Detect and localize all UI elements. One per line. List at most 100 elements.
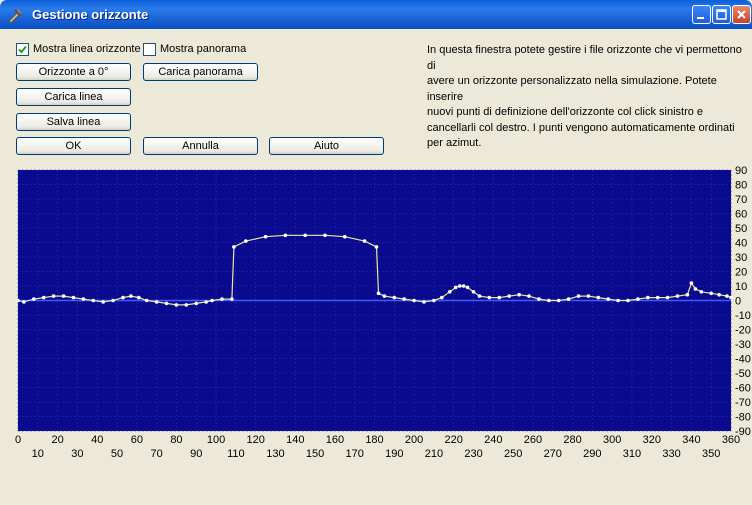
- horizon-point[interactable]: [606, 297, 610, 301]
- horizon-point[interactable]: [263, 234, 268, 239]
- horizon-point[interactable]: [41, 295, 46, 300]
- load-line-button[interactable]: Carica linea: [16, 88, 131, 106]
- horizon-point[interactable]: [432, 298, 436, 303]
- x-tick-label: 130: [266, 448, 284, 460]
- horizon-point[interactable]: [527, 294, 531, 298]
- horizon-point[interactable]: [154, 300, 159, 304]
- x-tick-label: 110: [227, 448, 245, 460]
- checkbox-box[interactable]: [143, 43, 156, 56]
- horizon-point[interactable]: [220, 297, 224, 301]
- horizon-point[interactable]: [412, 298, 416, 303]
- x-tick-label: 140: [286, 434, 304, 446]
- horizon-point[interactable]: [729, 295, 733, 300]
- horizon-point[interactable]: [655, 295, 660, 300]
- checkmark-icon: [18, 45, 27, 54]
- horizon-point[interactable]: [232, 245, 236, 249]
- horizon-point[interactable]: [685, 292, 690, 297]
- x-tick-label: 50: [111, 448, 123, 460]
- horizon-point[interactable]: [457, 284, 462, 288]
- horizon-point[interactable]: [244, 239, 248, 243]
- cancel-button[interactable]: Annulla: [143, 137, 258, 155]
- horizon-point[interactable]: [91, 298, 96, 303]
- horizon-point[interactable]: [693, 287, 698, 291]
- horizon-point[interactable]: [32, 297, 36, 301]
- horizon-point[interactable]: [626, 298, 630, 303]
- horizon-point[interactable]: [665, 295, 670, 300]
- horizon-point[interactable]: [422, 300, 426, 304]
- title-bar[interactable]: Gestione orizzonte: [0, 0, 752, 29]
- horizon-point[interactable]: [461, 284, 466, 288]
- description-text: In questa finestra potete gestire i file…: [427, 43, 745, 152]
- maximize-button[interactable]: [712, 5, 731, 24]
- minimize-button[interactable]: [692, 5, 711, 24]
- horizon-point[interactable]: [709, 291, 713, 296]
- horizon-point[interactable]: [101, 300, 105, 304]
- horizon-point[interactable]: [184, 303, 189, 307]
- horizon-point[interactable]: [487, 295, 492, 300]
- x-tick-label: 170: [346, 448, 364, 460]
- horizon-point[interactable]: [440, 295, 444, 300]
- horizon-point[interactable]: [283, 233, 288, 238]
- horizon-point[interactable]: [465, 285, 470, 290]
- horizon-point[interactable]: [204, 300, 208, 304]
- load-panorama-button[interactable]: Carica panorama: [143, 63, 258, 81]
- horizon-point[interactable]: [81, 297, 86, 301]
- ok-button[interactable]: OK: [16, 137, 131, 155]
- horizon-point[interactable]: [382, 294, 387, 298]
- horizon-point[interactable]: [16, 298, 20, 303]
- horizon-point[interactable]: [194, 301, 199, 306]
- horizon-point[interactable]: [725, 294, 729, 298]
- horizon-point[interactable]: [374, 245, 379, 249]
- horizon-point[interactable]: [164, 301, 169, 306]
- horizon-point[interactable]: [51, 294, 56, 298]
- horizon-point[interactable]: [343, 234, 347, 239]
- horizon-point[interactable]: [675, 294, 680, 298]
- horizon-point[interactable]: [303, 233, 308, 238]
- horizon-point[interactable]: [717, 292, 721, 297]
- x-tick-label: 220: [445, 434, 463, 446]
- x-tick-label: 190: [385, 448, 403, 460]
- horizon-point[interactable]: [61, 294, 66, 298]
- horizon-point[interactable]: [477, 294, 482, 298]
- horizon-point[interactable]: [497, 295, 502, 300]
- horizon-point[interactable]: [376, 291, 381, 296]
- horizon-point[interactable]: [230, 297, 234, 301]
- horizon-point[interactable]: [507, 294, 512, 298]
- horizon-point[interactable]: [144, 298, 149, 303]
- horizon-point[interactable]: [71, 295, 76, 300]
- horizon-zero-button[interactable]: Orizzonte a 0°: [16, 63, 131, 81]
- horizon-point[interactable]: [566, 297, 571, 301]
- horizon-point[interactable]: [22, 300, 26, 304]
- x-tick-label: 30: [71, 448, 83, 460]
- horizon-point[interactable]: [596, 295, 601, 300]
- horizon-point[interactable]: [576, 294, 581, 298]
- horizon-point[interactable]: [448, 290, 452, 294]
- horizon-point[interactable]: [323, 233, 327, 238]
- horizon-point[interactable]: [129, 294, 133, 298]
- horizon-point[interactable]: [174, 303, 179, 307]
- horizon-point[interactable]: [689, 281, 694, 285]
- horizon-point[interactable]: [137, 295, 141, 300]
- horizon-point[interactable]: [646, 295, 650, 300]
- horizon-point[interactable]: [586, 294, 591, 298]
- help-button[interactable]: Aiuto: [269, 137, 384, 155]
- horizon-point[interactable]: [453, 285, 458, 290]
- horizon-point[interactable]: [111, 298, 115, 303]
- save-line-button[interactable]: Salva linea: [16, 113, 131, 131]
- horizon-point[interactable]: [699, 290, 704, 294]
- horizon-point[interactable]: [616, 298, 620, 303]
- horizon-point[interactable]: [402, 297, 407, 301]
- close-button[interactable]: [732, 5, 751, 24]
- checkbox-box[interactable]: [16, 43, 29, 56]
- horizon-point[interactable]: [392, 295, 397, 300]
- horizon-point[interactable]: [547, 298, 551, 303]
- horizon-point[interactable]: [556, 298, 561, 303]
- horizon-point[interactable]: [517, 292, 521, 297]
- horizon-point[interactable]: [471, 290, 476, 294]
- horizon-point[interactable]: [362, 239, 367, 243]
- horizon-point[interactable]: [636, 297, 640, 301]
- horizon-point[interactable]: [121, 295, 125, 300]
- horizon-point[interactable]: [537, 297, 541, 301]
- horizon-point[interactable]: [210, 298, 214, 303]
